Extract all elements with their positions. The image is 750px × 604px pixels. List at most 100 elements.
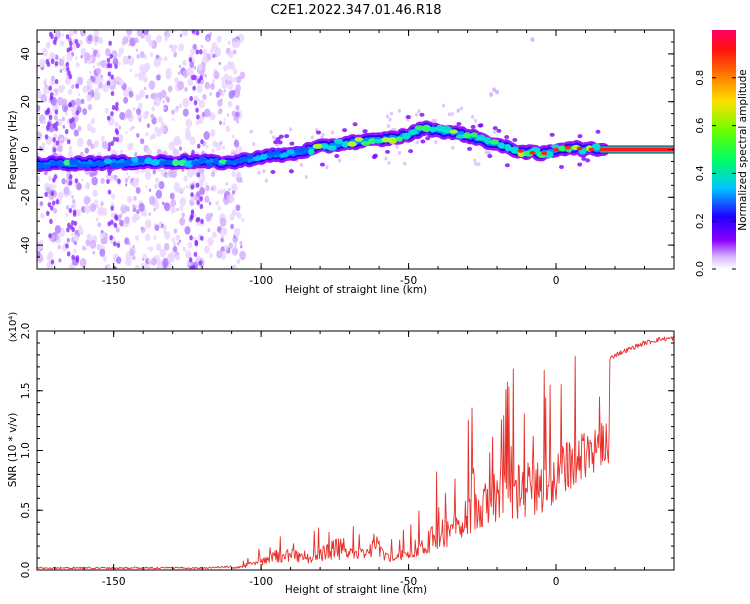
spectrogram-noise-speck: [195, 255, 201, 263]
spectrogram-noise-speck: [177, 71, 181, 76]
spectrogram-noise-speck: [416, 140, 420, 145]
spectrogram-signal-fringe: [581, 156, 587, 161]
spectrogram-noise-speck: [235, 104, 240, 111]
spectrogram-noise-speck: [156, 148, 162, 156]
spectrogram-noise-speck: [177, 80, 185, 91]
spectrogram-noise-speck: [182, 108, 189, 117]
spectrogram-signal-fringe: [492, 126, 498, 131]
spectrogram-noise-speck: [62, 56, 66, 61]
spectrogram-noise-speck: [217, 189, 220, 194]
spectrogram-noise-speck: [156, 35, 162, 43]
spectrogram-noise-speck: [310, 135, 314, 140]
spectrogram-noise-speck: [140, 226, 146, 234]
spectrogram-streak-speck: [45, 58, 50, 65]
spectrogram-streak-speck: [115, 136, 120, 143]
spectrogram-noise-speck: [178, 103, 183, 108]
spectrogram-noise-speck: [228, 188, 231, 192]
spectrogram-noise-speck: [178, 64, 182, 68]
spectrogram-streak-speck: [54, 109, 59, 115]
spectrogram-streak-speck: [55, 199, 60, 205]
spectrogram-noise-speck: [299, 162, 303, 167]
spectrogram-noise-speck: [218, 120, 223, 125]
spectrogram-noise-speck: [128, 43, 131, 47]
spectrogram-noise-speck: [84, 204, 91, 214]
spectrogram-noise-speck: [205, 34, 211, 42]
spectrogram-noise-speck: [44, 78, 48, 83]
spectrogram-hot-blob: [588, 147, 595, 152]
spectrogram-noise-speck: [236, 258, 241, 265]
spectrogram-noise-speck: [397, 108, 402, 113]
spectrogram-signal-fringe: [278, 134, 284, 139]
spectrogram-signal-blob: [307, 148, 315, 156]
spectrogram-noise-speck: [144, 132, 148, 137]
spectrogram-noise-speck: [87, 123, 91, 127]
spectrogram-streak-speck: [47, 121, 51, 127]
spectrogram-noise-speck: [84, 147, 89, 154]
spectrogram-noise-speck: [235, 75, 242, 84]
spectrogram-streak-speck: [49, 218, 53, 224]
spectrogram-noise-speck: [228, 50, 234, 59]
spectrogram-signal-blob: [333, 138, 343, 144]
spectrogram-noise-speck: [172, 148, 180, 159]
spectrogram-signal-fringe: [316, 130, 322, 135]
spectrogram-noise-speck: [96, 52, 101, 59]
spectrogram-signal-blob: [475, 134, 486, 141]
spectrogram-noise-speck: [97, 49, 100, 53]
spectrogram-signal-fringe: [372, 153, 378, 158]
spectrogram-hot-blob: [529, 151, 536, 155]
spectrogram-streak-speck: [189, 214, 194, 221]
spectrogram-noise-speck: [216, 226, 222, 233]
spectrogram-noise-speck: [63, 186, 70, 195]
spectrogram-noise-speck: [223, 118, 226, 122]
spectrogram-noise-speck: [204, 195, 210, 203]
spectrogram-streak-speck: [200, 235, 204, 241]
spectrogram-signal-fringe: [385, 149, 391, 154]
spectrogram-noise-speck: [202, 48, 208, 56]
spectrogram-noise-speck: [174, 77, 179, 84]
spectrogram-noise-speck: [142, 30, 149, 35]
snr-xtick-label: -50: [400, 576, 417, 588]
spectrogram-noise-speck: [143, 63, 150, 73]
spectrogram-noise-speck: [203, 131, 210, 141]
spectrogram-noise-speck: [230, 62, 236, 70]
spectrogram-streak-speck: [194, 239, 199, 246]
spectrogram-streak-speck: [74, 39, 79, 45]
spectrogram-streak-speck: [49, 95, 54, 101]
spectrogram-noise-speck: [239, 240, 243, 245]
spectrogram-signal-fringe: [496, 128, 502, 133]
snr-ytick-label: 2.0: [20, 323, 32, 340]
spectrogram-signal-blob: [455, 134, 466, 139]
spectrogram-streak-speck: [112, 136, 117, 142]
spectrogram-noise-speck: [164, 202, 171, 212]
spectrogram-streak-speck: [52, 39, 57, 45]
spectrogram-signal-blob: [123, 159, 133, 166]
spectrogram-noise-speck: [198, 98, 201, 102]
spectrogram-noise-speck: [182, 59, 187, 67]
spectrogram-noise-speck: [135, 205, 138, 209]
spectrogram-noise-speck: [46, 261, 53, 269]
spectrogram-streak-speck: [189, 235, 193, 241]
spectrogram-noise-speck: [164, 243, 170, 251]
spectrogram-noise-speck: [75, 62, 80, 68]
spectrogram-noise-speck: [471, 114, 475, 119]
spectrogram-noise-speck: [73, 129, 79, 137]
spectrogram-noise-speck: [92, 189, 98, 197]
spectrogram-streak-speck: [69, 40, 73, 47]
spectrogram-noise-speck: [196, 84, 203, 93]
spectrogram-noise-speck: [62, 125, 66, 129]
spectrogram-noise-speck: [434, 140, 438, 145]
spectrogram-noise-speck: [148, 39, 153, 47]
spectrogram-noise-speck: [77, 137, 84, 147]
spectrogram-noise-speck: [132, 244, 135, 249]
spectrogram-noise-speck: [231, 40, 238, 49]
spectrogram-noise-speck: [132, 106, 136, 112]
spectrogram-noise-speck: [80, 177, 84, 182]
spectrogram-signal-fringe: [420, 139, 426, 144]
spectrogram-noise-speck: [71, 109, 77, 118]
spectrogram-noise-speck: [57, 191, 64, 200]
spectrogram-signal-fringe: [408, 149, 414, 154]
spectrogram-noise-speck: [124, 216, 130, 224]
spectrogram-noise-speck: [431, 119, 435, 124]
spectrogram-noise-speck: [71, 202, 77, 210]
spectrogram-noise-speck: [252, 142, 256, 147]
